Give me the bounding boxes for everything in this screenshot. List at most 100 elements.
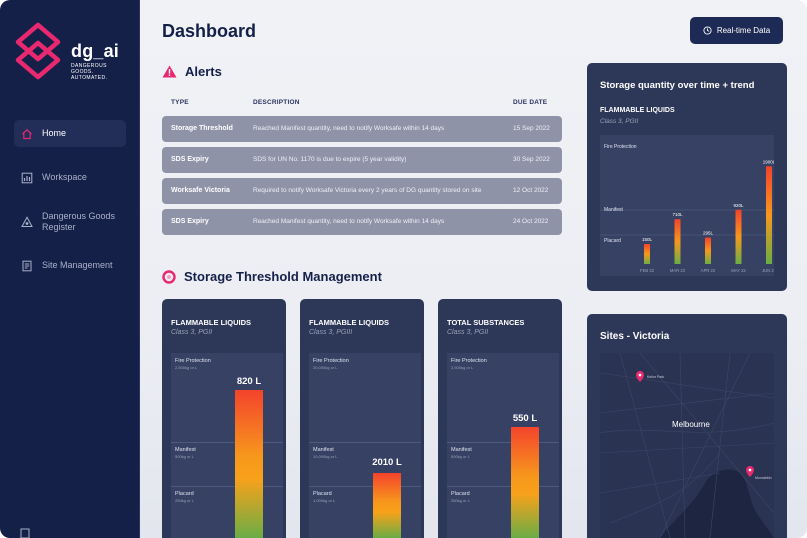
trend-x-tick-label: FEB 22: [640, 268, 655, 273]
port-phillip-bay: [660, 469, 774, 538]
realtime-data-button[interactable]: Real-time Data: [690, 17, 783, 44]
threshold-value: 2010 L: [372, 457, 402, 468]
trend-bar: [766, 166, 772, 264]
home-icon: [20, 127, 34, 141]
trend-x-tick-label: MAR 22: [670, 268, 686, 273]
trend-bar: [644, 244, 650, 264]
manifest-level: Manifest 500kg or L: [451, 447, 472, 459]
trend-bar-label: 920L: [733, 203, 744, 208]
nav-workspace-label: Workspace: [42, 172, 87, 182]
gauge-icon: [162, 269, 176, 284]
alert-type: SDS Expiry: [171, 218, 209, 225]
trend-x-tick-label: JUN 22: [762, 268, 774, 273]
col-type: TYPE: [171, 99, 189, 106]
threshold-bar: [373, 473, 401, 538]
trend-bar-label: 295L: [703, 231, 714, 236]
alerts-heading: Alerts: [162, 64, 222, 79]
nav-site-management[interactable]: Site Management: [14, 252, 126, 279]
svg-text:·: ·: [620, 480, 621, 484]
card-subtitle: Class 3, PGIII: [309, 329, 353, 336]
placard-level: Placard 250kg or L: [451, 491, 470, 503]
alert-description: Reached Manifest quantity, need to notif…: [253, 125, 445, 132]
placard-line: [309, 486, 421, 487]
trend-title: Storage quantity over time + trend: [600, 80, 755, 91]
level-placard: Placard: [604, 238, 621, 244]
alert-type: Worksafe Victoria: [171, 187, 230, 194]
svg-text:·: ·: [660, 446, 661, 450]
chart-icon: [20, 171, 34, 185]
nav-dangerous-goods-register[interactable]: Dangerous Goods Register: [14, 207, 126, 237]
sites-title: Sites - Victoria: [600, 331, 670, 342]
card-subtitle: Class 3, PGII: [447, 329, 489, 336]
card-title: FLAMMABLE LIQUIDS: [171, 318, 251, 327]
manifest-level: Manifest 10,000kg or L: [313, 447, 338, 459]
alert-row[interactable]: Storage Threshold Reached Manifest quant…: [162, 116, 562, 142]
threshold-bar: [235, 390, 263, 538]
realtime-data-label: Real-time Data: [716, 26, 771, 35]
manifest-level: Manifest 500kg or L: [175, 447, 196, 459]
nav-home-label: Home: [42, 128, 67, 138]
user-icon[interactable]: [20, 528, 30, 538]
level-manifest: Manifest: [604, 207, 624, 213]
fire-protection-level: Fire Protection 2,500kg or L: [175, 358, 211, 370]
fire-protection-level: Fire Protection 2,500kg or L: [451, 358, 487, 370]
trend-x-tick-label: MAY 22: [731, 268, 746, 273]
alert-row[interactable]: SDS Expiry Reached Manifest quantity, ne…: [162, 209, 562, 235]
alert-due-date: 12 Oct 2022: [513, 187, 549, 194]
brand-name: dg_ai: [71, 41, 120, 61]
alert-description: Required to notify Worksafe Victoria eve…: [253, 187, 482, 194]
map-pin-icon[interactable]: [746, 466, 754, 477]
threshold-title: Storage Threshold Management: [184, 269, 382, 284]
city-label: Melbourne: [672, 420, 710, 429]
suburb-labels: · · · · · · · ·: [620, 358, 751, 504]
pin-label: Moorabbin: [755, 476, 772, 480]
brand-tagline: DANGEROUS GOODS. AUTOMATED.: [71, 63, 108, 81]
svg-text:·: ·: [622, 408, 623, 412]
trend-chart-svg: Fire Protection Manifest Placard 150L FEB…: [600, 144, 777, 273]
trend-chart: Fire Protection Manifest Placard 150L FEB…: [600, 135, 777, 276]
manifest-line: [447, 442, 559, 443]
placard-line: [171, 486, 283, 487]
trend-subtitle: FLAMMABLE LIQUIDS: [600, 107, 675, 114]
svg-text:·: ·: [720, 358, 721, 362]
map-svg: · · · · · · · · Melbourne Keilor Park Moorabbi…: [600, 353, 774, 538]
sites-map[interactable]: · · · · · · · · Melbourne Keilor Park Moorabbi…: [600, 353, 774, 538]
document-icon: [20, 259, 34, 273]
svg-text:·: ·: [750, 390, 751, 394]
alerts-title: Alerts: [185, 64, 222, 79]
col-description: DESCRIPTION: [253, 99, 300, 106]
alert-due-date: 24 Oct 2022: [513, 218, 549, 225]
alert-due-date: 15 Sep 2022: [513, 125, 550, 132]
nav-workspace[interactable]: Workspace: [14, 164, 126, 191]
alert-type: Storage Threshold: [171, 125, 233, 132]
trend-class: Class 3, PGII: [600, 118, 639, 125]
manifest-line: [171, 442, 283, 443]
pin-label: Keilor Park: [647, 375, 664, 379]
alert-type: SDS Expiry: [171, 156, 209, 163]
clock-icon: [703, 26, 712, 35]
nav-home[interactable]: Home: [14, 120, 126, 147]
threshold-card[interactable]: FLAMMABLE LIQUIDS Class 3, PGII Fire Pro…: [162, 299, 286, 538]
map-roads: [600, 353, 774, 538]
threshold-value: 550 L: [512, 413, 538, 424]
hazard-icon: [20, 215, 34, 229]
warning-icon: [162, 65, 177, 78]
nav-site-management-label: Site Management: [42, 260, 113, 270]
card-subtitle: Class 3, PGII: [171, 329, 213, 336]
alert-row[interactable]: SDS Expiry SDS for UN No. 1170 is due to…: [162, 147, 562, 173]
map-pin-icon[interactable]: [636, 371, 644, 382]
placard-level: Placard 250kg or L: [175, 491, 194, 503]
alert-description: SDS for UN No. 1170 is due to expire (5 …: [253, 156, 407, 163]
trend-bar-label: 710L: [672, 212, 683, 217]
dg-ai-logo-icon: [15, 22, 61, 80]
card-gauge: Fire Protection 2,500kg or L Manifest 500k…: [447, 353, 559, 538]
alert-row[interactable]: Worksafe Victoria Required to notify Wor…: [162, 178, 562, 204]
level-fire-protection: Fire Protection: [604, 144, 637, 150]
threshold-card[interactable]: FLAMMABLE LIQUIDS Class 3, PGIII Fire Pr…: [300, 299, 424, 538]
threshold-bar: [511, 427, 539, 538]
threshold-card[interactable]: TOTAL SUBSTANCES Class 3, PGII Fire Prot…: [438, 299, 562, 538]
trend-bar-label: 1900L: [763, 159, 774, 164]
trend-bar: [705, 237, 711, 264]
alert-description: Reached Manifest quantity, need to notif…: [253, 218, 445, 225]
